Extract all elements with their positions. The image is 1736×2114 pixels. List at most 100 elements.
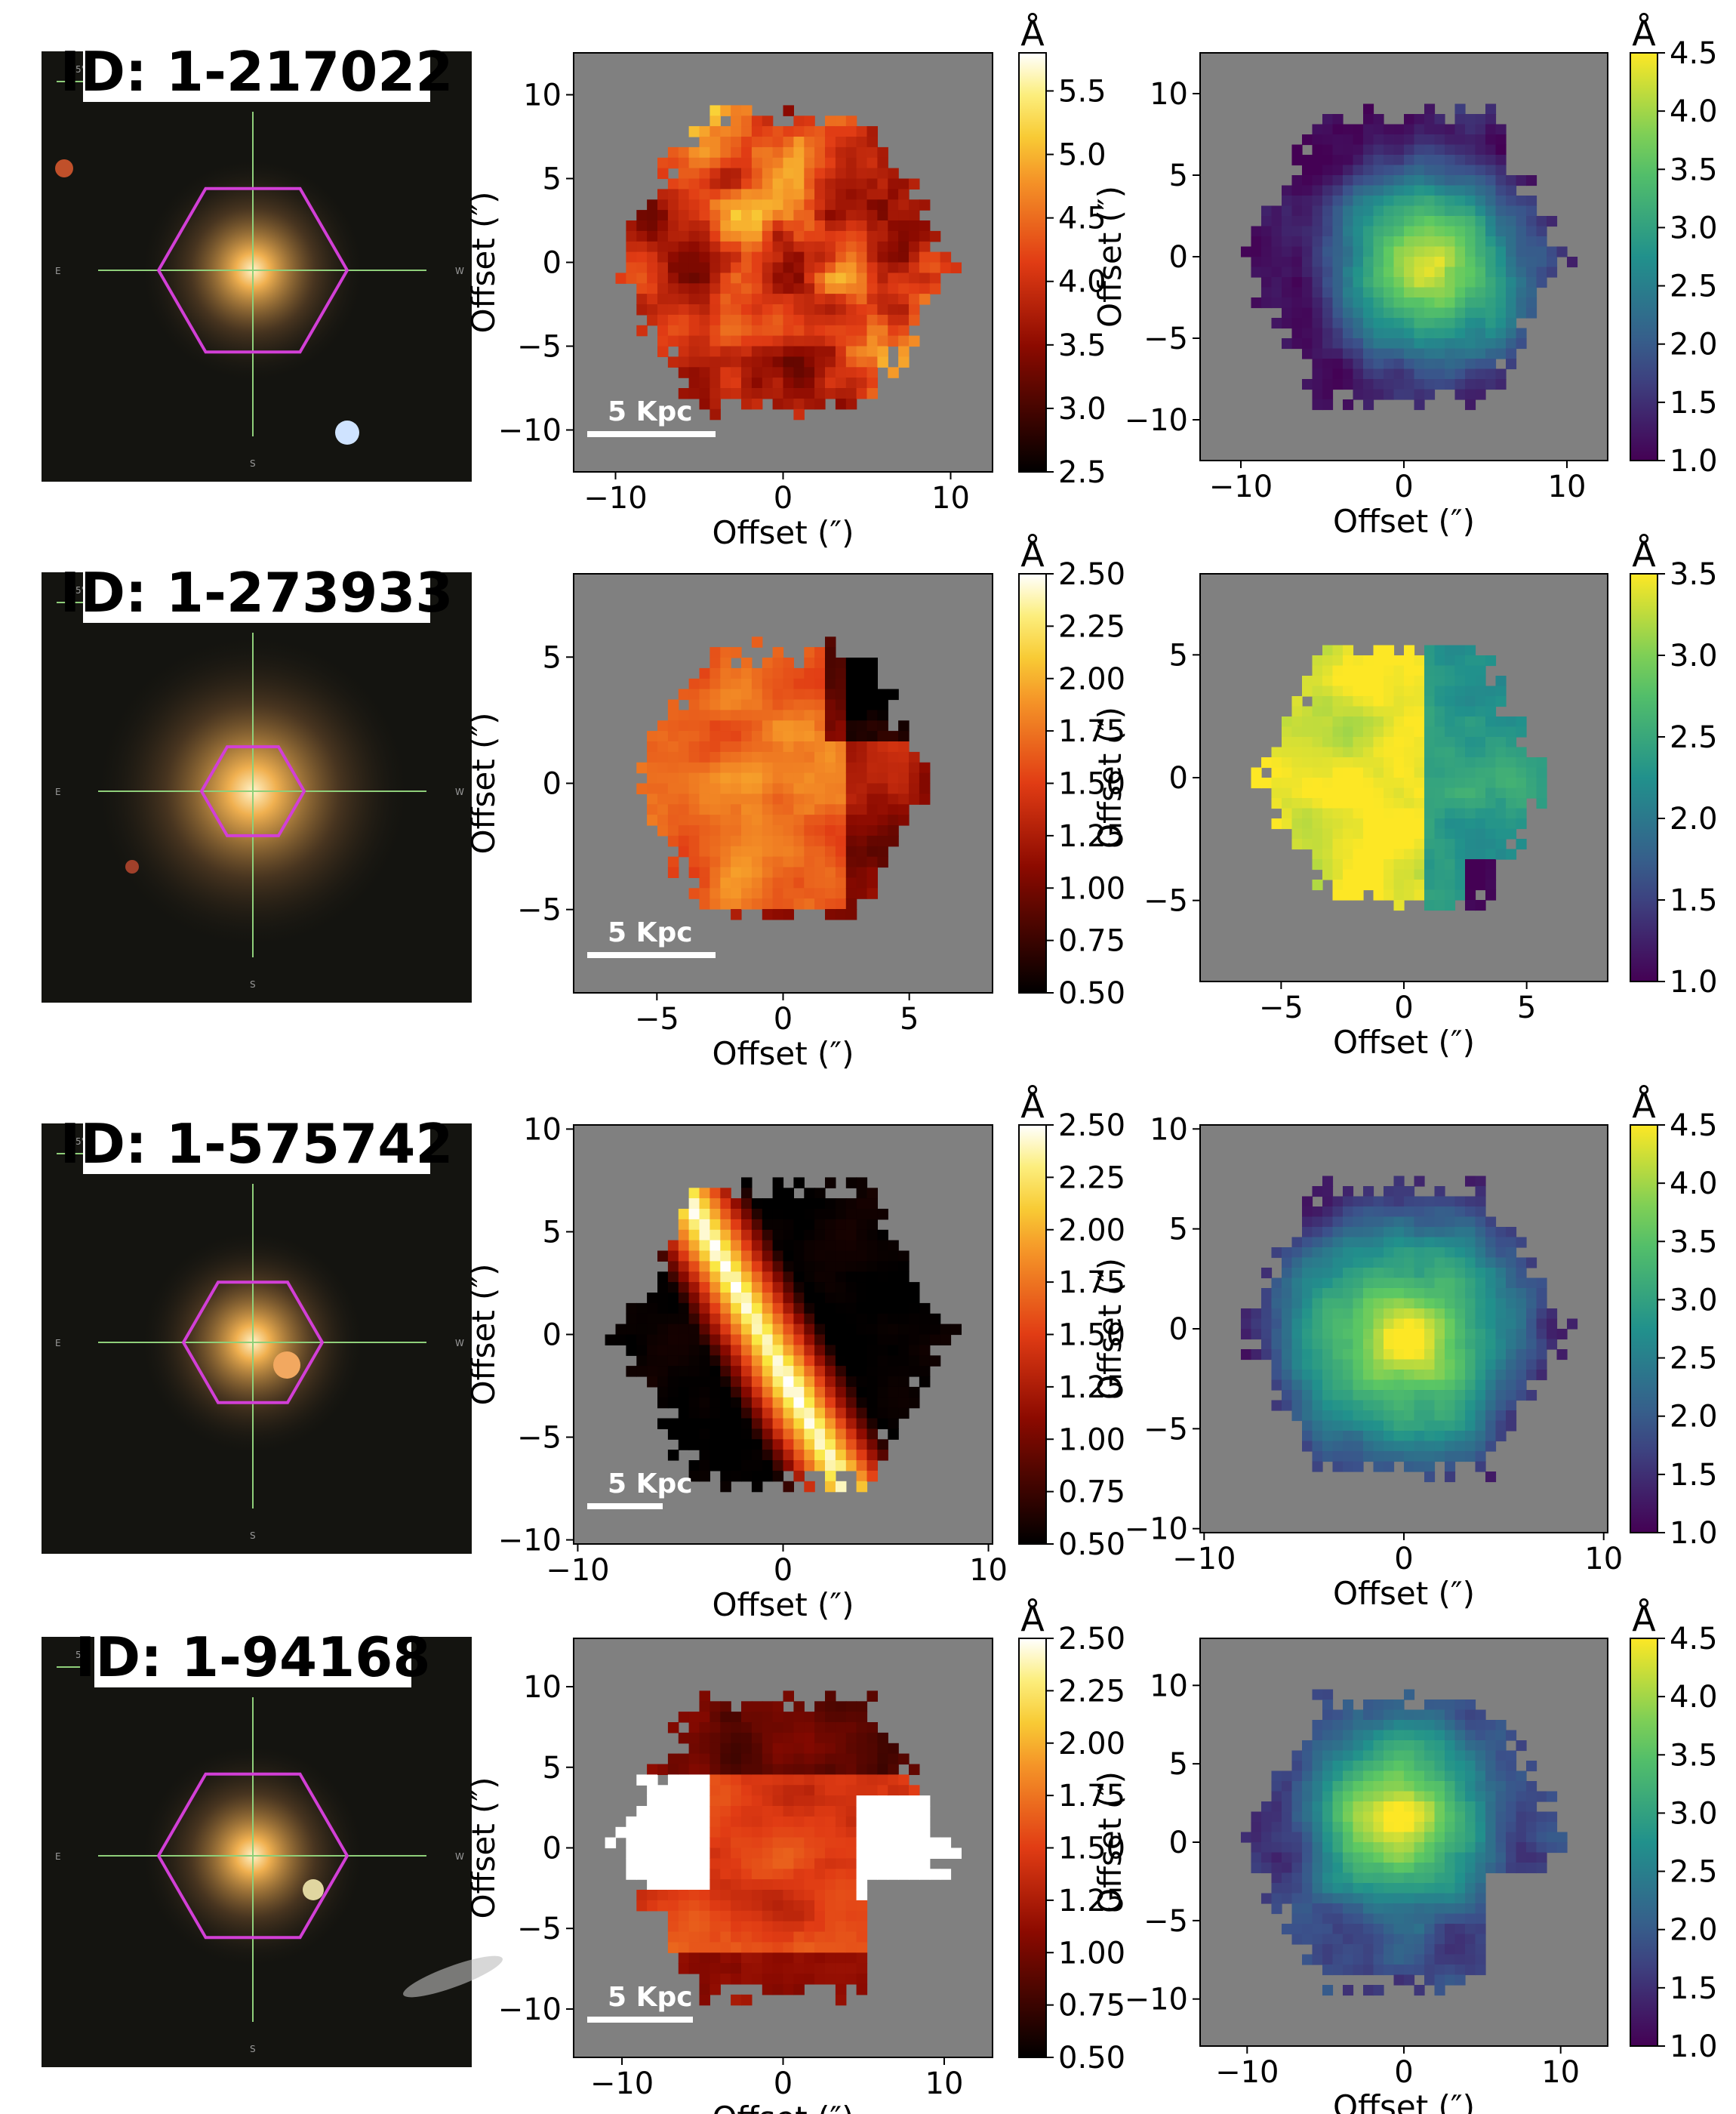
map-pixel <box>657 314 669 326</box>
map-pixel <box>845 1753 857 1765</box>
map-pixel <box>1353 1883 1364 1894</box>
map-pixel <box>1373 1700 1384 1711</box>
map-pixel <box>793 1879 805 1891</box>
map-pixel <box>731 210 742 221</box>
colorbar-tick-label: 2.00 <box>1058 1213 1125 1248</box>
map-pixel <box>835 658 847 669</box>
map-pixel <box>1363 1370 1374 1381</box>
map-pixel <box>1475 808 1486 819</box>
map-pixel <box>751 251 763 263</box>
map-pixel <box>762 1428 774 1440</box>
map-pixel <box>1302 1761 1313 1772</box>
map-pixel <box>1271 267 1282 278</box>
map-pixel <box>1516 196 1527 207</box>
map-pixel <box>1322 1196 1334 1207</box>
map-pixel <box>720 1428 731 1440</box>
map-pixel <box>888 1345 899 1356</box>
map-pixel <box>825 1826 836 1838</box>
map-pixel <box>647 230 658 242</box>
map-pixel <box>667 835 679 847</box>
map-pixel <box>657 783 669 794</box>
map-pixel <box>709 1209 721 1220</box>
map-pixel <box>1404 655 1415 667</box>
map-pixel <box>825 137 836 148</box>
map-pixel <box>1332 1913 1344 1924</box>
map-pixel <box>866 794 878 805</box>
map-pixel <box>856 720 868 732</box>
map-pixel <box>1434 359 1445 370</box>
map-pixel <box>1485 655 1497 667</box>
map-pixel <box>845 137 857 148</box>
map-pixel <box>1465 1410 1476 1422</box>
map-pixel <box>709 251 721 263</box>
map-pixel <box>667 804 679 815</box>
map-pixel <box>1516 1308 1527 1320</box>
map-pixel <box>1302 1359 1313 1370</box>
map-pixel <box>751 825 763 837</box>
map-pixel <box>856 1219 868 1231</box>
map-pixel <box>1516 246 1527 257</box>
map-pixel <box>709 388 721 399</box>
map-pixel <box>1404 645 1415 656</box>
map-pixel <box>877 804 888 815</box>
y-axis-label: Offset (″) <box>1091 707 1128 849</box>
map-pixel <box>1343 859 1354 871</box>
map-pixel <box>845 189 857 200</box>
map-pixel <box>1475 216 1486 227</box>
map-pixel <box>1363 1379 1374 1391</box>
map-pixel <box>731 1722 742 1733</box>
map-pixel <box>1465 1268 1476 1279</box>
map-pixel <box>657 1313 669 1325</box>
map-pixel <box>1353 859 1364 871</box>
map-pixel <box>1322 328 1334 339</box>
map-pixel <box>888 1806 899 1817</box>
map-pixel <box>657 1869 669 1880</box>
map-pixel <box>1445 307 1456 319</box>
map-pixel <box>1312 726 1323 738</box>
map-pixel <box>1343 1196 1354 1207</box>
map-pixel <box>1312 1410 1323 1422</box>
map-pixel <box>1404 1400 1415 1411</box>
map-pixel <box>762 199 774 211</box>
map-pixel <box>1384 1379 1395 1391</box>
map-pixel <box>741 168 753 180</box>
map-pixel <box>793 1974 805 1985</box>
map-pixel <box>1332 368 1344 380</box>
map-pixel <box>1302 307 1313 319</box>
map-pixel <box>1495 1349 1507 1361</box>
map-pixel <box>731 230 742 242</box>
map-pixel <box>1424 869 1436 880</box>
map-pixel <box>1414 1298 1425 1309</box>
map-pixel <box>1343 1965 1354 1976</box>
map-pixel <box>688 1188 700 1199</box>
map-pixel <box>1495 1390 1507 1401</box>
map-pixel <box>1434 1206 1445 1218</box>
map-pixel <box>856 1890 868 1901</box>
map-pixel <box>751 199 763 211</box>
map-pixel <box>1282 1832 1293 1843</box>
map-pixel <box>657 1324 669 1336</box>
map-pixel <box>1363 1965 1374 1976</box>
map-pixel <box>1373 778 1384 789</box>
map-pixel <box>772 1407 784 1419</box>
map-pixel <box>1495 747 1507 758</box>
map-pixel <box>1343 1700 1354 1711</box>
map-pixel <box>1302 1268 1313 1279</box>
map-pixel <box>856 1450 868 1461</box>
map-pixel <box>1312 399 1323 411</box>
colorbar-tick-label: 3.5 <box>1670 153 1718 187</box>
map-pixel <box>731 1963 742 1974</box>
map-pixel <box>1332 828 1344 840</box>
map-pixel <box>731 1732 742 1744</box>
map-pixel <box>1495 205 1507 217</box>
map-pixel <box>856 1428 868 1440</box>
map-pixel <box>1465 859 1476 871</box>
map-pixel <box>678 794 690 805</box>
map-pixel <box>877 1397 888 1409</box>
map-pixel <box>877 1355 888 1367</box>
map-pixel <box>845 772 857 784</box>
map-pixel <box>1475 1257 1486 1268</box>
map-pixel <box>1282 716 1293 728</box>
map-pixel <box>1322 1176 1334 1187</box>
map-pixel <box>1393 328 1405 339</box>
